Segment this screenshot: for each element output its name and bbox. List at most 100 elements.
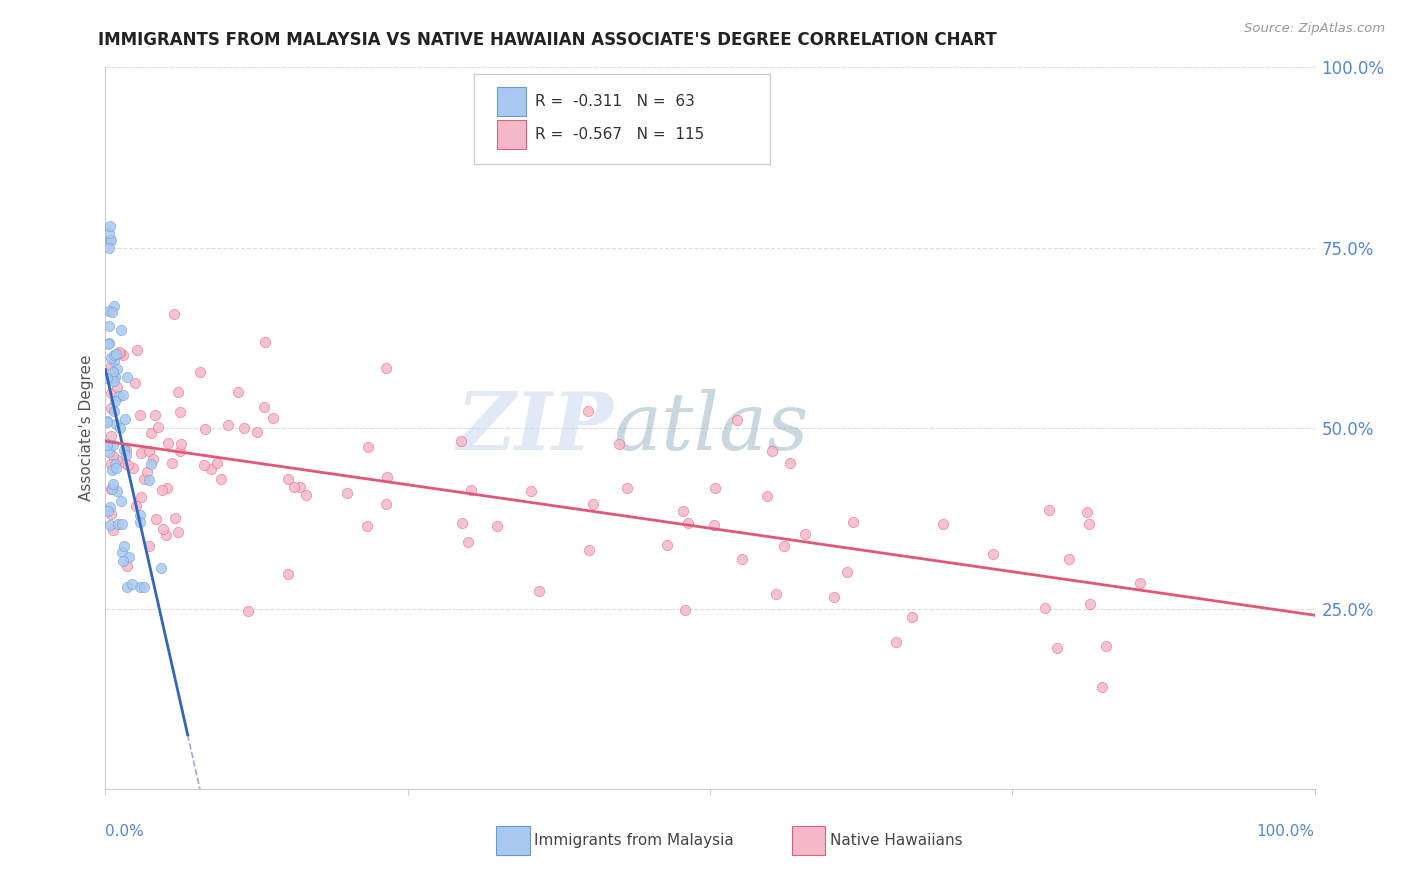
Point <box>100 359 122 373</box>
Point <box>457 535 479 549</box>
Point <box>105 460 128 475</box>
Point <box>779 456 801 470</box>
Point <box>108 421 131 435</box>
Point <box>125 343 148 357</box>
Point <box>111 544 134 558</box>
Point <box>200 462 222 476</box>
Point <box>98 500 121 514</box>
Point <box>96 336 118 351</box>
Point <box>486 519 509 533</box>
Point <box>1078 517 1101 532</box>
Point <box>105 379 128 393</box>
Text: atlas: atlas <box>613 390 808 467</box>
FancyBboxPatch shape <box>498 120 526 149</box>
Point <box>375 497 398 511</box>
Point <box>110 493 132 508</box>
Point <box>134 472 156 486</box>
Point <box>122 460 145 475</box>
Point <box>142 452 165 467</box>
Point <box>156 435 179 450</box>
Point <box>100 386 122 401</box>
Text: ZIP: ZIP <box>457 390 613 467</box>
Point <box>98 240 121 255</box>
Point <box>146 419 169 434</box>
Point <box>150 483 173 498</box>
Point <box>703 518 725 533</box>
Point <box>262 410 284 425</box>
Point <box>1033 601 1056 615</box>
Point <box>98 226 121 240</box>
Point <box>217 417 239 432</box>
Point <box>277 472 299 486</box>
Point <box>236 604 259 618</box>
Point <box>725 413 748 427</box>
Point <box>129 508 152 522</box>
Point <box>114 412 136 426</box>
FancyBboxPatch shape <box>498 87 526 116</box>
Point <box>884 635 907 649</box>
Point <box>111 516 134 531</box>
Point <box>107 389 129 403</box>
Point <box>375 470 398 484</box>
Point <box>100 351 122 365</box>
Point <box>117 458 139 472</box>
Point <box>139 457 162 471</box>
Point <box>101 370 124 384</box>
Point <box>112 443 135 458</box>
Point <box>253 334 276 349</box>
Point <box>110 323 132 337</box>
Text: R =  -0.311   N =  63: R = -0.311 N = 63 <box>534 94 695 109</box>
FancyBboxPatch shape <box>474 74 770 164</box>
Point <box>793 527 815 541</box>
Point <box>253 400 276 414</box>
Point <box>103 353 125 368</box>
Point <box>103 348 125 362</box>
Point <box>145 408 167 422</box>
Point <box>100 457 122 471</box>
Point <box>112 554 135 568</box>
Point <box>609 437 631 451</box>
Point <box>162 456 184 470</box>
Point <box>108 345 131 359</box>
Point <box>115 369 138 384</box>
Point <box>672 504 695 518</box>
Point <box>118 549 141 564</box>
Point <box>103 523 125 537</box>
Point <box>104 417 127 431</box>
Point <box>96 436 118 450</box>
Point <box>527 583 550 598</box>
Point <box>124 376 146 390</box>
Point <box>100 429 122 443</box>
Point <box>288 480 311 494</box>
Point <box>98 304 121 318</box>
Point <box>98 219 121 233</box>
Point <box>96 438 118 452</box>
Point <box>134 580 156 594</box>
Point <box>188 366 211 380</box>
Point <box>981 548 1004 562</box>
Point <box>170 436 193 450</box>
Text: Source: ZipAtlas.com: Source: ZipAtlas.com <box>1244 22 1385 36</box>
Point <box>1090 681 1112 695</box>
Point <box>169 405 191 419</box>
Point <box>100 233 122 247</box>
Point <box>932 517 955 532</box>
Point <box>1076 505 1098 519</box>
Point <box>246 425 269 439</box>
Point <box>1129 575 1152 590</box>
Point <box>901 610 924 624</box>
Point <box>98 318 121 333</box>
Point <box>761 443 783 458</box>
Point <box>103 404 125 418</box>
Point <box>103 299 125 313</box>
Point <box>765 587 787 601</box>
Point <box>97 336 120 351</box>
Point <box>209 472 232 486</box>
Point <box>232 421 254 435</box>
Text: IMMIGRANTS FROM MALAYSIA VS NATIVE HAWAIIAN ASSOCIATE'S DEGREE CORRELATION CHART: IMMIGRANTS FROM MALAYSIA VS NATIVE HAWAI… <box>98 31 997 49</box>
Point <box>145 512 167 526</box>
Point <box>139 425 162 440</box>
Point <box>103 374 125 388</box>
Point <box>103 476 125 491</box>
Point <box>460 483 482 497</box>
